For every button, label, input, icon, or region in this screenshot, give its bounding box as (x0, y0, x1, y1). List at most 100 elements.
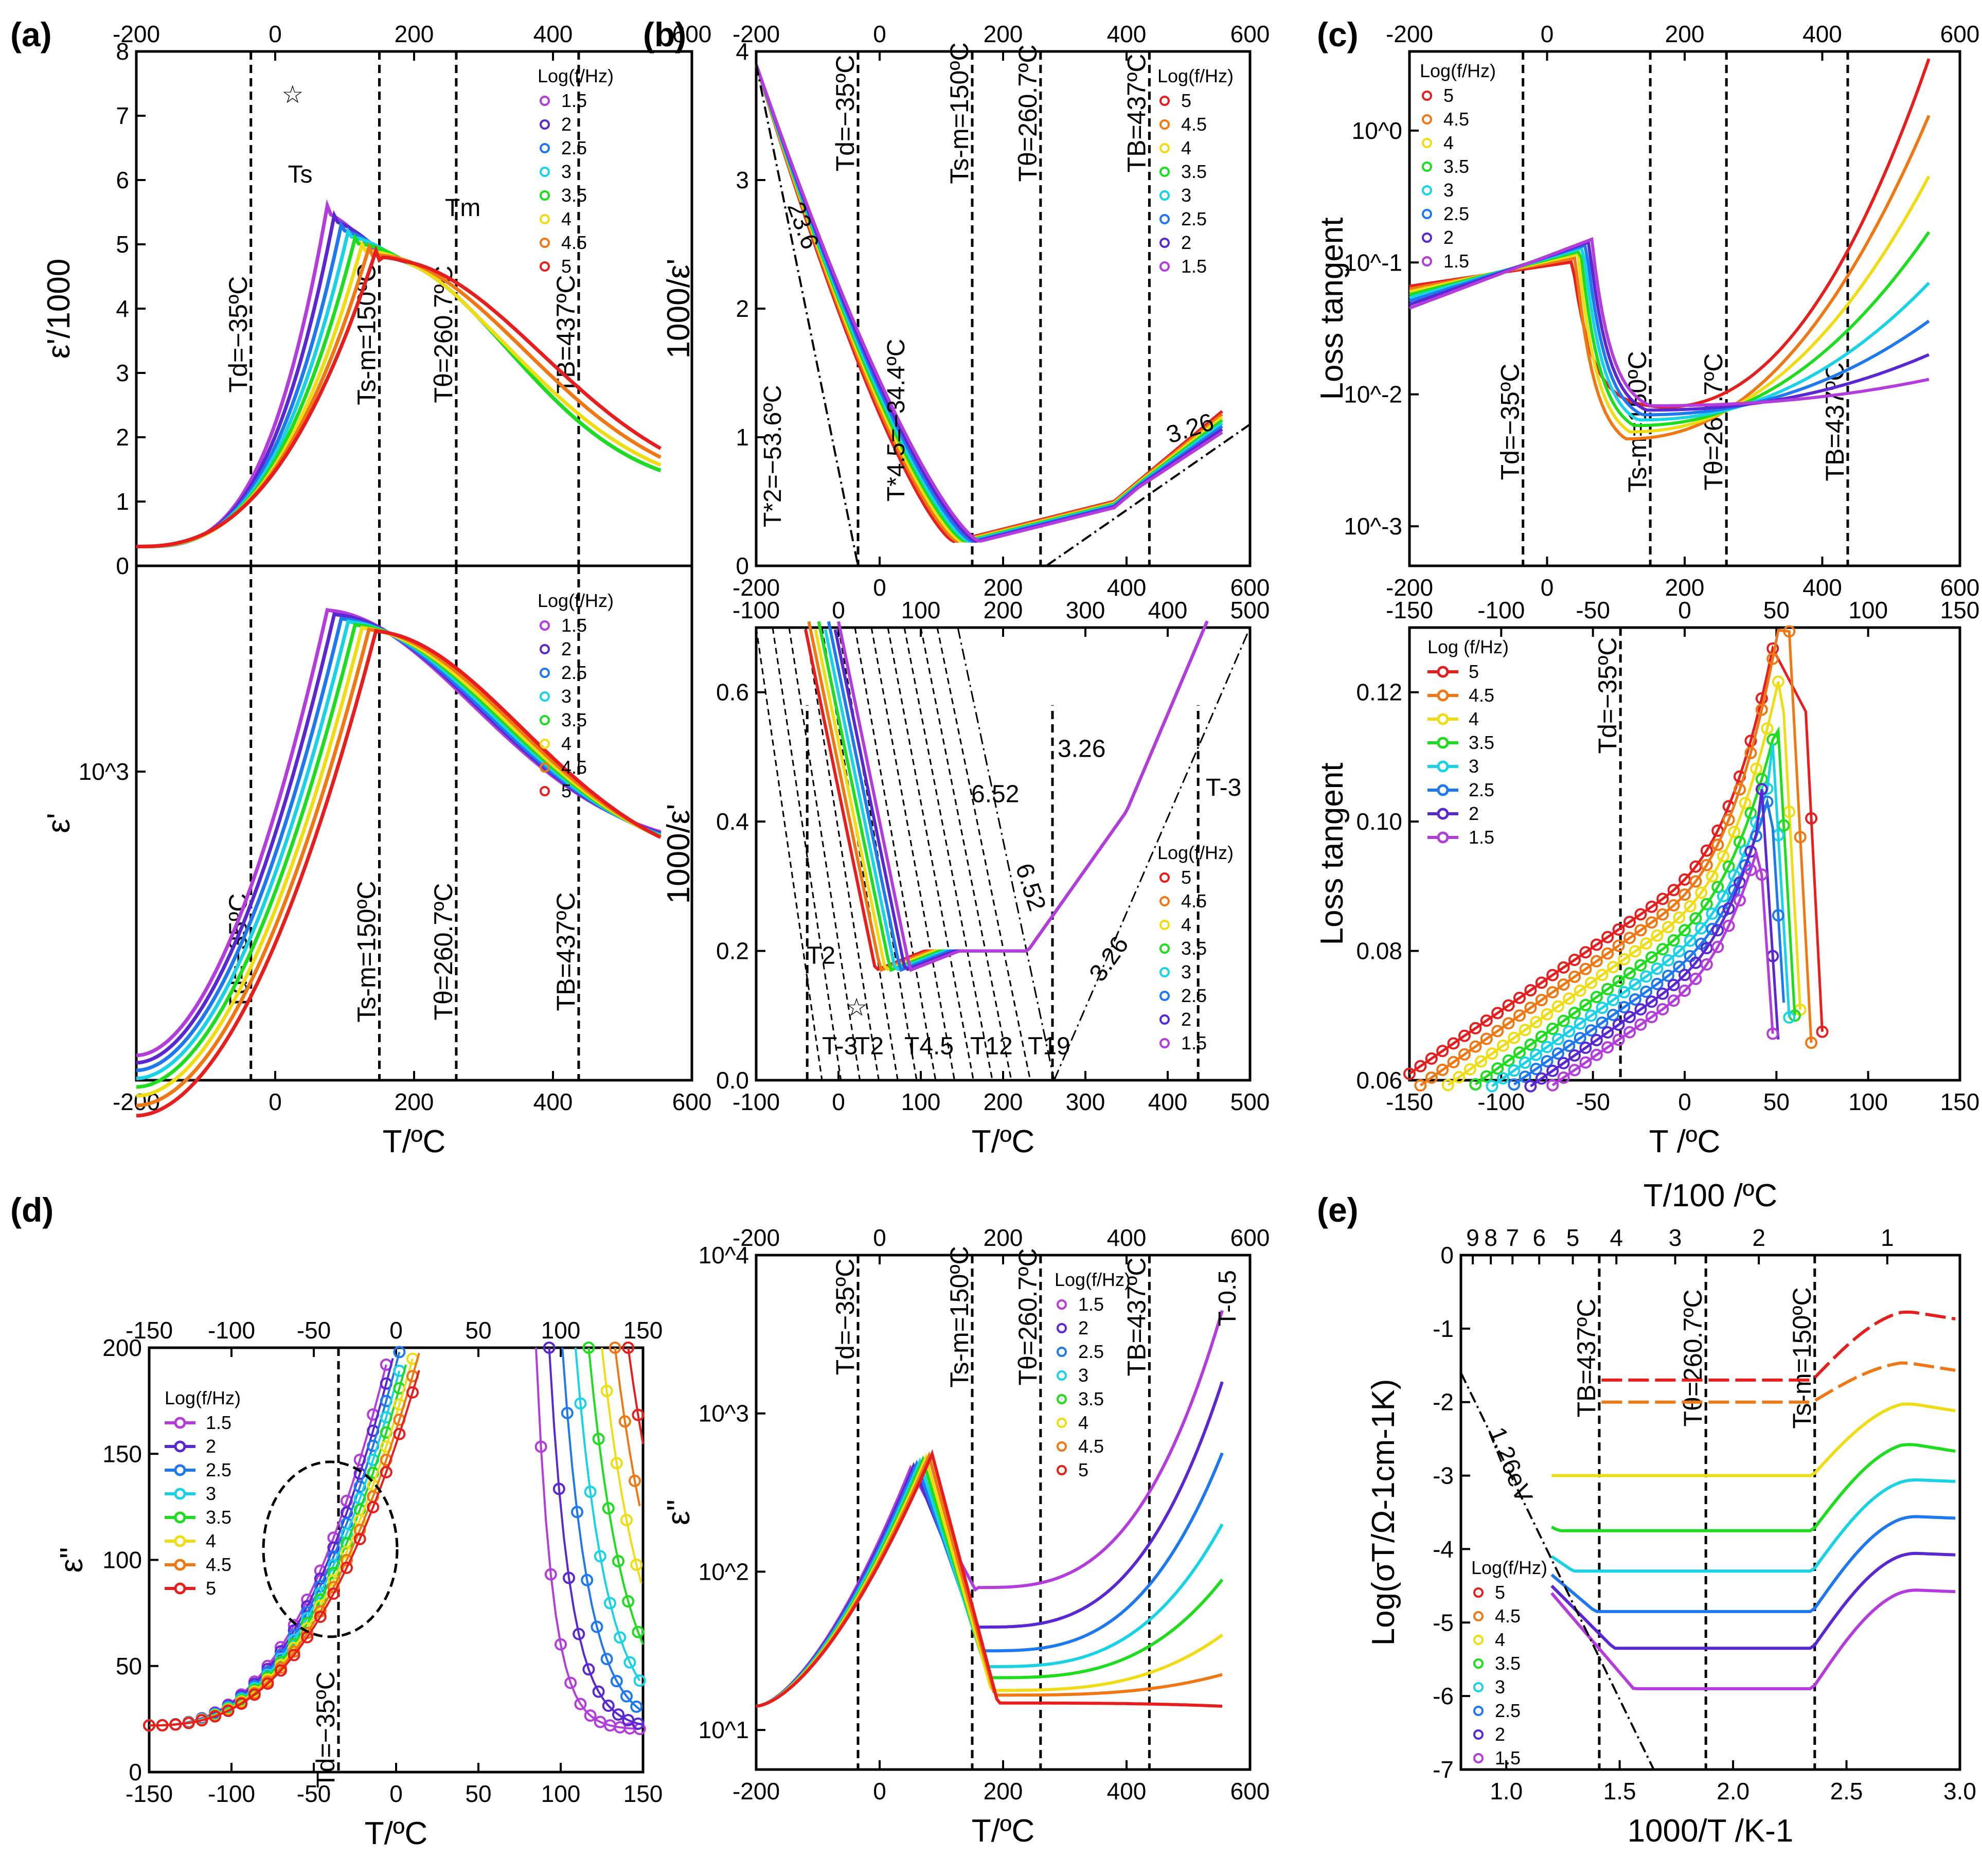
series-point (1667, 994, 1680, 1007)
legend-marker (1057, 1441, 1067, 1452)
x-tick-label: 600 (1940, 574, 1980, 601)
legend-entry: 4.5 (561, 757, 587, 778)
series-point (1590, 938, 1603, 951)
reference-line-label: TB=437ºC (551, 892, 580, 1011)
y-tick-label: 10^2 (699, 1558, 749, 1585)
series-point (1734, 876, 1746, 889)
series-point (1684, 900, 1697, 913)
series-point (1739, 797, 1752, 810)
series-point (1530, 1016, 1543, 1029)
series-point (1679, 924, 1691, 937)
series-point (1761, 782, 1774, 795)
series-point (1612, 923, 1625, 936)
series-point (1700, 859, 1713, 871)
series-point (380, 1466, 392, 1479)
annotation-t45: T*4.5=−34.4ºC (883, 339, 910, 502)
series-point (261, 1677, 274, 1690)
x-top-tick-label: 0 (1541, 21, 1554, 47)
series-point (1458, 1048, 1471, 1061)
legend-marker (540, 190, 550, 201)
x-tick-label: 150 (623, 1780, 663, 1807)
series-point (612, 1708, 624, 1721)
series-point (1579, 998, 1592, 1011)
series-point (1463, 1063, 1476, 1076)
legend-marker (1473, 1682, 1484, 1692)
series-point (1508, 1064, 1521, 1077)
legend-entry: 1.5 (1181, 256, 1207, 277)
x-top-tick-label: -150 (1386, 597, 1433, 623)
legend-entry: 1.5 (1469, 827, 1494, 848)
x-top-tick-label: 1 (1881, 1224, 1894, 1251)
series-point (182, 1717, 195, 1729)
legend-marker (1057, 1394, 1067, 1404)
series-point (1551, 1033, 1564, 1046)
legend-marker (1437, 784, 1449, 796)
x-top-tick-label: 400 (533, 21, 573, 47)
x-tick-label: 1.5 (1603, 1778, 1636, 1804)
legend-entry: 3 (1181, 961, 1191, 982)
series-point (1612, 975, 1625, 988)
series-line (601, 1347, 642, 1584)
series-point (1480, 1014, 1493, 1027)
legend-marker (1057, 1347, 1067, 1357)
legend-marker (1422, 209, 1432, 219)
x-tick-label: 1.0 (1490, 1778, 1523, 1804)
series-point (1645, 995, 1658, 1008)
x-tick-label: -150 (1386, 1088, 1433, 1115)
x-top-tick-label: 3 (1669, 1224, 1682, 1251)
series-point (1673, 960, 1686, 973)
series-point (1656, 892, 1669, 905)
legend-entry: 3 (1181, 185, 1191, 206)
series-point (209, 1710, 221, 1723)
series-point (1601, 982, 1614, 995)
legend-marker (1422, 138, 1432, 148)
series-point (584, 1486, 597, 1498)
legend-entry: 4 (206, 1530, 216, 1551)
series-point (353, 1524, 366, 1536)
legend-entry: 3.5 (1078, 1388, 1104, 1409)
y-tick-label: -2 (1433, 1389, 1454, 1416)
legend-entry: 1.5 (561, 90, 587, 111)
series-point (544, 1568, 557, 1581)
reference-line-label: Tθ=260.7ºC (429, 265, 458, 403)
series-point (582, 1663, 595, 1676)
legend-entry: 4 (1443, 132, 1454, 153)
series-point (1546, 1064, 1559, 1077)
series-point (1645, 1011, 1658, 1024)
series-point (1755, 703, 1768, 716)
x-top-tick-label: 400 (1107, 1224, 1147, 1251)
series-point (1651, 929, 1664, 942)
series-point (248, 1688, 261, 1701)
series-point (1403, 1067, 1416, 1080)
series-point (1640, 937, 1653, 950)
legend-entry: 3.5 (1495, 1653, 1521, 1674)
x-tick-label: 600 (672, 1088, 712, 1115)
series-point (1502, 1017, 1515, 1030)
series-point (1563, 992, 1576, 1005)
legend-entry: 4.5 (1181, 114, 1207, 135)
series-point (1623, 1011, 1636, 1024)
legend-entry: 3.5 (561, 709, 587, 730)
series-point (1436, 1063, 1449, 1076)
legend-entry: 4.5 (1443, 109, 1469, 130)
series-point (1711, 940, 1724, 953)
y-axis-label: 1000/ε' (661, 804, 697, 904)
legend-marker (1422, 91, 1432, 101)
legend-entry: 1.5 (1181, 1032, 1207, 1053)
legend-entry: 2.5 (1078, 1341, 1104, 1362)
y-axis-label: ε' (41, 813, 77, 833)
star-annotation: ☆ (281, 81, 303, 109)
legend-marker (1159, 96, 1170, 106)
y-tick-label: 0.08 (1356, 938, 1402, 964)
legend-marker (1159, 119, 1170, 130)
series-point (1574, 1017, 1586, 1030)
legend-entry: 3 (1495, 1676, 1505, 1698)
y-tick-label: 0.06 (1356, 1067, 1402, 1094)
legend-entry: 3.5 (561, 185, 587, 206)
legend-marker (174, 1440, 186, 1453)
series-line (1551, 1443, 1956, 1532)
series-point (604, 1597, 616, 1610)
series-point (1606, 961, 1619, 973)
series-point (327, 1587, 340, 1600)
reference-line-label: Td=−35ºC (224, 276, 253, 393)
